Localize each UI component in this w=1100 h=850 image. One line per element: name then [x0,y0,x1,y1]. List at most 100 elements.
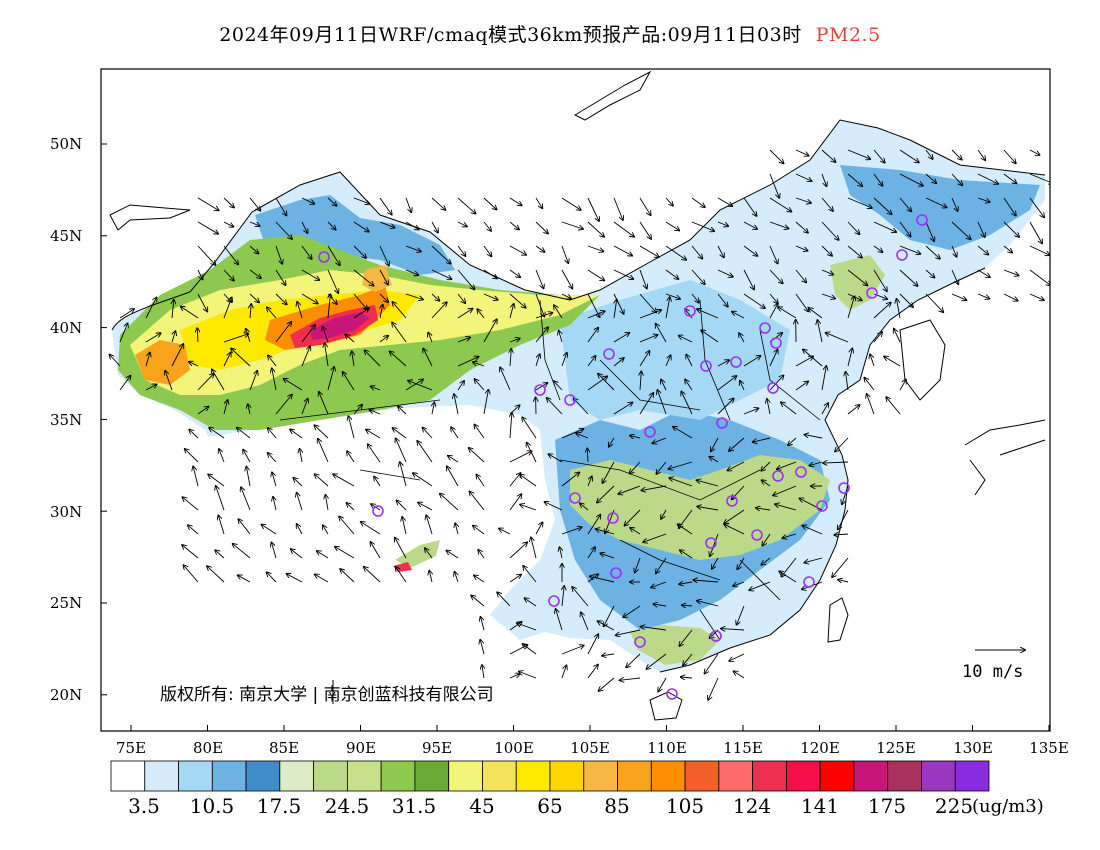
wind-arrow [737,605,745,625]
internal-boundaries [279,299,821,641]
colorbar-swatch [245,760,281,792]
wind-arrow [431,293,439,301]
wind-arrow [423,349,433,367]
wind-arrow [327,245,340,265]
wind-arrow [925,245,940,259]
wind-arrow [717,376,736,391]
wind-arrow [417,441,433,463]
coastlines [109,70,1046,721]
wind-arrow [810,461,823,466]
wind-arrow [951,197,958,211]
wind-arrow [613,269,633,279]
wind-arrow [686,355,693,367]
wind-arrow [560,547,563,559]
colorbar-label: 3.5 [128,794,160,818]
wind-arrow [691,197,705,207]
lon-label-100e: 100E [494,739,534,757]
wind-arrow [181,307,199,319]
wind-arrow [630,461,641,474]
wind-arrow [587,245,603,252]
wind-arrow [197,221,218,234]
wind-arrow [587,476,592,487]
wind-arrow [864,378,875,391]
wind-arrow [335,547,355,559]
wind-arrow [762,533,771,546]
coast-east [659,267,986,673]
wind-arrow [1003,293,1018,301]
wind-arrow [743,197,757,216]
colorbar-label: 141 [800,794,840,818]
wind-arrow [482,665,484,679]
wind-arrow [509,197,522,205]
wind-arrow [769,221,789,229]
wind-arrow [474,575,485,583]
wind-arrow [838,580,849,582]
wind-arrow [364,567,381,583]
wind-arrow [275,197,287,216]
wind-arrow [873,221,896,232]
wind-arrow [951,221,971,239]
wind-arrow [641,627,667,631]
wind-arrow [899,149,919,162]
wind-arrow [769,304,778,319]
wind-arrow [531,537,537,559]
wind-arrow [301,293,318,304]
wind-arrow [847,221,860,234]
wind-arrow [223,269,234,281]
wind-arrow [223,197,234,208]
wind-arrow [587,356,596,367]
wind-arrow [691,269,705,284]
wind-arrow [717,245,724,257]
wind-arrow [821,149,836,162]
colorbar-label: 65 [537,794,563,818]
wind-arrow [639,245,659,257]
wind-arrow [267,307,277,319]
city-marker [896,249,908,261]
wind-arrow [353,245,366,258]
wind-arrow [651,581,667,588]
wind-arrow [400,462,407,487]
wind-arrow [119,323,128,343]
wind-arrow [237,428,251,439]
title-main: 2024年09月11日WRF/cmaq模式36km预报产品:09月11日03时 [219,24,802,46]
wind-arrow [545,502,563,511]
wind-arrow [535,354,540,367]
wind-arrow [724,524,745,535]
wind-arrow [894,329,901,343]
wind-arrow [353,308,369,319]
wind-arrow [665,355,671,367]
wind-arrow [657,390,667,415]
wind-arrow [447,466,459,487]
city-marker [569,492,581,504]
wind-arrow [405,221,419,230]
wind-arrow [925,149,933,159]
wind-arrow [899,173,923,186]
colorbar-label: 45 [469,794,495,818]
wind-arrow [873,173,883,186]
wind-arrow [598,374,615,391]
wind-arrow [339,517,355,535]
colorbar-label: 85 [604,794,630,818]
wind-arrow [509,221,519,230]
wind-arrow [216,486,225,511]
colorbar-label: 31.5 [391,794,437,818]
wind-arrow [405,379,423,391]
wind-arrow [977,221,985,237]
wind-arrow [366,430,381,439]
colorbar-swatch [313,760,348,792]
wind-arrow [343,372,355,391]
colorbar-swatch [954,760,990,792]
wind-arrow [711,437,719,451]
wind-arrow [440,494,459,511]
wind-arrow [353,197,370,204]
wind-arrow [769,293,778,303]
wind-arrow [977,293,989,299]
wind-arrow [207,566,225,583]
wind-arrow [680,550,693,559]
wind-arrow [145,297,157,319]
wind-arrow [616,629,641,635]
wind-arrow [767,399,770,415]
wind-arrow [352,351,354,367]
city-marker [603,348,615,360]
wind-arrow [241,487,251,511]
